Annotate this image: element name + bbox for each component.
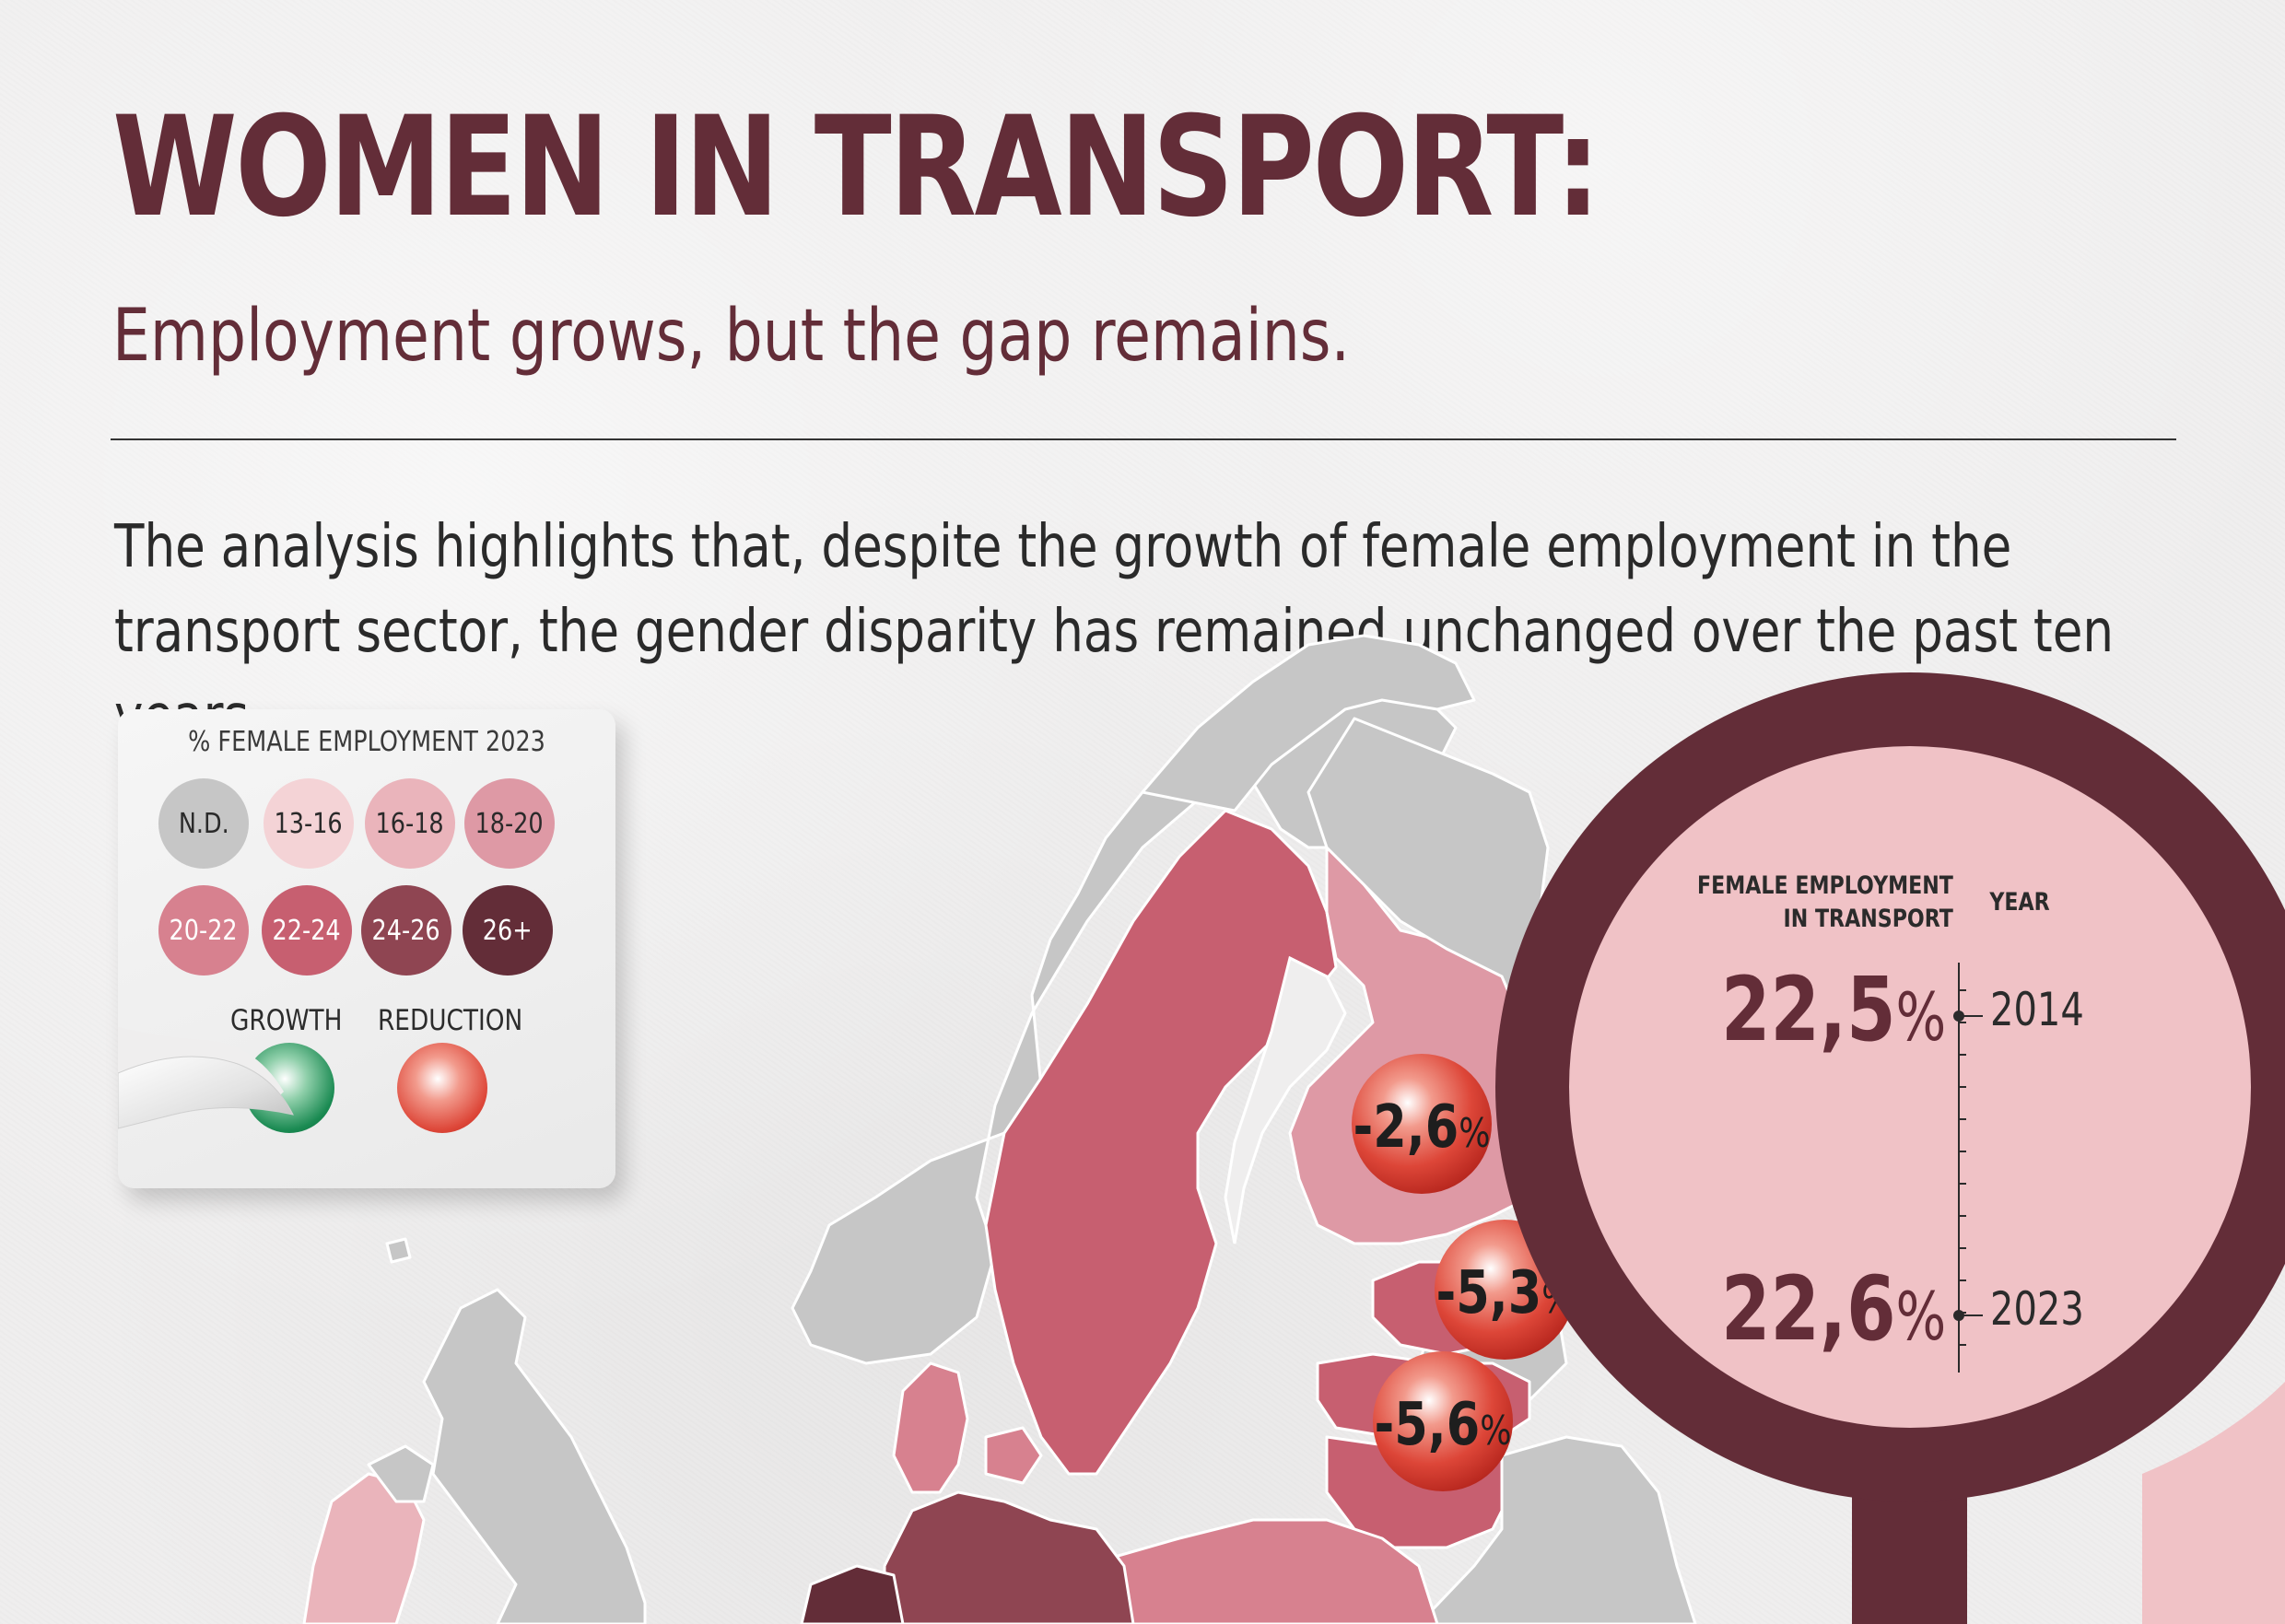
legend-reduction-label: REDUCTION [378,1004,523,1037]
map-faroe [385,1237,412,1264]
year-2023: 2023 [1990,1282,2084,1336]
header-line-2: IN TRANSPORT [1783,905,1953,933]
map-country-uk [422,1288,647,1624]
value-2023: 22,6% [1721,1257,1946,1361]
map-country-poland [1113,1518,1439,1624]
value-unit: % [1895,978,1946,1056]
chip-label: 18-20 [475,807,545,840]
legend-card: % FEMALE EMPLOYMENT 2023 N.D. 13-16 16-1… [118,709,615,1188]
growth-indicator-icon [244,1043,334,1133]
change-unit: % [1459,1111,1490,1157]
map-northern-ireland [367,1444,435,1503]
reduction-indicator-icon [397,1043,487,1133]
intro-paragraph: The analysis highlights that, despite th… [114,513,2115,751]
change-value: -2,6 [1353,1092,1459,1161]
map-country-germany [883,1490,1135,1624]
chip-label: 20-22 [169,914,239,947]
value-number: 22,5 [1720,958,1896,1061]
change-value: -5,6 [1374,1390,1480,1458]
value-number: 22,6 [1720,1257,1896,1361]
chip-label: 24-26 [371,914,441,947]
magnifier-header-metric: FEMALE EMPLOYMENT IN TRANSPORT [1697,870,1953,936]
map-country-denmark [892,1361,969,1494]
legend-chip-20-22: 20-22 [158,885,249,976]
legend-growth-label: GROWTH [230,1004,343,1037]
legend-chip-26-plus: 26+ [463,885,553,976]
map-norway-north [1141,634,1476,812]
chip-label: 16-18 [375,807,445,840]
change-unit: % [1480,1408,1511,1455]
year-2014: 2014 [1990,983,2084,1036]
legend-chip-24-26: 24-26 [361,885,451,976]
chip-label: 13-16 [274,807,344,840]
chip-label: 26+ [483,914,533,947]
header-line-1: FEMALE EMPLOYMENT [1697,871,1953,900]
chip-label: 22-24 [272,914,342,947]
legend-chip-nd: N.D. [158,778,249,869]
svg-text:-2,6%: -2,6% [1353,1092,1490,1161]
change-value: -5,3 [1435,1258,1541,1326]
legend-title: % FEMALE EMPLOYMENT 2023 [188,726,545,758]
change-bubble-finland: -2,6% [1352,1054,1492,1194]
chip-label: N.D. [178,807,229,840]
value-unit: % [1895,1278,1946,1355]
title-divider [111,438,2176,440]
page-title: WOMEN IN TRANSPORT: [112,88,1600,248]
map-denmark-islands [984,1426,1043,1485]
legend-chip-18-20: 18-20 [464,778,555,869]
map-country-netherlands [800,1564,905,1624]
change-unit: % [1541,1277,1573,1323]
change-bubble-estonia: -5,3% [1435,1220,1575,1360]
page-subtitle: Employment grows, but the gap remains. [112,295,1351,378]
map-country-sweden [984,809,1338,1476]
value-2014: 22,5% [1721,958,1946,1061]
legend-chip-16-18: 16-18 [365,778,455,869]
legend-chip-13-16: 13-16 [264,778,354,869]
gulf-of-bothnia [1224,955,1347,1244]
magnifier-header-year: YEAR [1989,888,2050,917]
change-bubble-latvia: -5,6% [1373,1351,1513,1491]
legend-chip-22-24: 22-24 [262,885,352,976]
